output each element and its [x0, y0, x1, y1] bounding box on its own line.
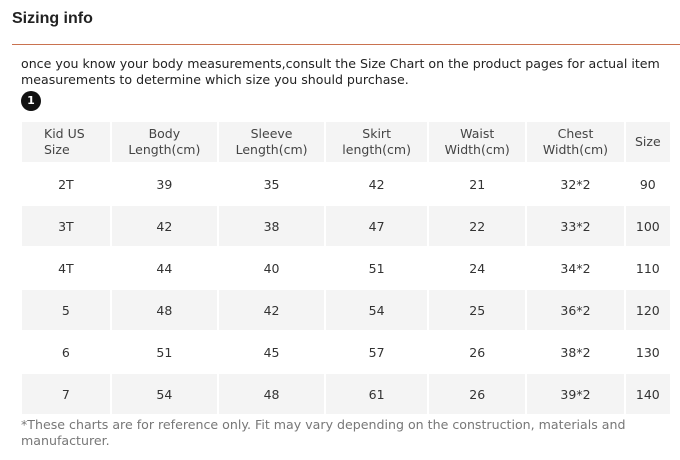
header-chest-width: Chest Width(cm) — [527, 122, 624, 162]
cell-kid-us-size: 6 — [61, 344, 70, 360]
header-kid-us-size: Kid US Size — [22, 122, 110, 162]
cell-size: 110 — [635, 260, 660, 276]
header-sleeve-length: Sleeve Length(cm) — [218, 122, 325, 162]
cell-waist-width: 24 — [469, 260, 486, 276]
cell-chest-width: 38*2 — [560, 344, 591, 360]
cell-waist-width: 22 — [429, 206, 526, 246]
cell-size: 100 — [625, 206, 670, 246]
cell-size: 90 — [639, 176, 656, 192]
step-number-badge: 1 — [21, 91, 41, 111]
page-title: Sizing info — [12, 10, 93, 27]
cell-size: 130 — [635, 344, 660, 360]
cell-waist-width: 21 — [469, 176, 486, 192]
cell-sleeve-length: 45 — [263, 344, 280, 360]
cell-skirt-length: 54 — [326, 290, 428, 330]
disclaimer-footnote: *These charts are for reference only. Fi… — [21, 417, 626, 448]
header-waist-width: Waist Width(cm) — [429, 122, 526, 162]
cell-skirt-length: 61 — [326, 374, 428, 414]
table-row: 3T 42 38 47 22 33*2 100 — [22, 206, 670, 246]
cell-kid-us-size: 4T — [58, 260, 74, 276]
header-size: Size — [625, 122, 670, 162]
cell-kid-us-size: 5 — [22, 290, 110, 330]
cell-size: 120 — [625, 290, 670, 330]
cell-sleeve-length: 40 — [263, 260, 280, 276]
cell-waist-width: 26 — [469, 344, 486, 360]
cell-chest-width: 36*2 — [527, 290, 624, 330]
table-row: 6 51 45 57 26 38*2 130 — [22, 332, 670, 372]
cell-skirt-length: 51 — [368, 260, 385, 276]
table-row: 2T 39 35 42 21 32*2 90 — [22, 164, 670, 204]
cell-sleeve-length: 35 — [263, 176, 280, 192]
cell-chest-width: 34*2 — [560, 260, 591, 276]
cell-skirt-length: 47 — [326, 206, 428, 246]
cell-kid-us-size: 2T — [58, 176, 74, 192]
table-row: 7 54 48 61 26 39*2 140 — [22, 374, 670, 414]
cell-chest-width: 33*2 — [527, 206, 624, 246]
cell-size: 140 — [625, 374, 670, 414]
header-body-length: Body Length(cm) — [111, 122, 217, 162]
cell-waist-width: 25 — [429, 290, 526, 330]
cell-skirt-length: 42 — [368, 176, 385, 192]
table-row: 4T 44 40 51 24 34*2 110 — [22, 248, 670, 288]
cell-waist-width: 26 — [429, 374, 526, 414]
table-header-row: Kid US Size Body Length(cm) Sleeve Length(c… — [22, 122, 670, 162]
size-chart-table: Kid US Size Body Length(cm) Sleeve Length(c… — [20, 120, 672, 416]
cell-chest-width: 39*2 — [527, 374, 624, 414]
cell-body-length: 51 — [156, 344, 173, 360]
cell-kid-us-size: 3T — [22, 206, 110, 246]
intro-text: once you know your body measurements,con… — [21, 56, 660, 87]
cell-kid-us-size: 7 — [22, 374, 110, 414]
table-row: 5 48 42 54 25 36*2 120 — [22, 290, 670, 330]
cell-chest-width: 32*2 — [560, 176, 591, 192]
cell-body-length: 48 — [111, 290, 217, 330]
header-skirt-length: Skirt length(cm) — [326, 122, 428, 162]
cell-body-length: 39 — [156, 176, 173, 192]
title-divider — [12, 44, 680, 45]
cell-body-length: 54 — [111, 374, 217, 414]
cell-sleeve-length: 48 — [218, 374, 325, 414]
cell-sleeve-length: 38 — [218, 206, 325, 246]
cell-body-length: 42 — [111, 206, 217, 246]
cell-skirt-length: 57 — [368, 344, 385, 360]
cell-body-length: 44 — [156, 260, 173, 276]
cell-sleeve-length: 42 — [218, 290, 325, 330]
